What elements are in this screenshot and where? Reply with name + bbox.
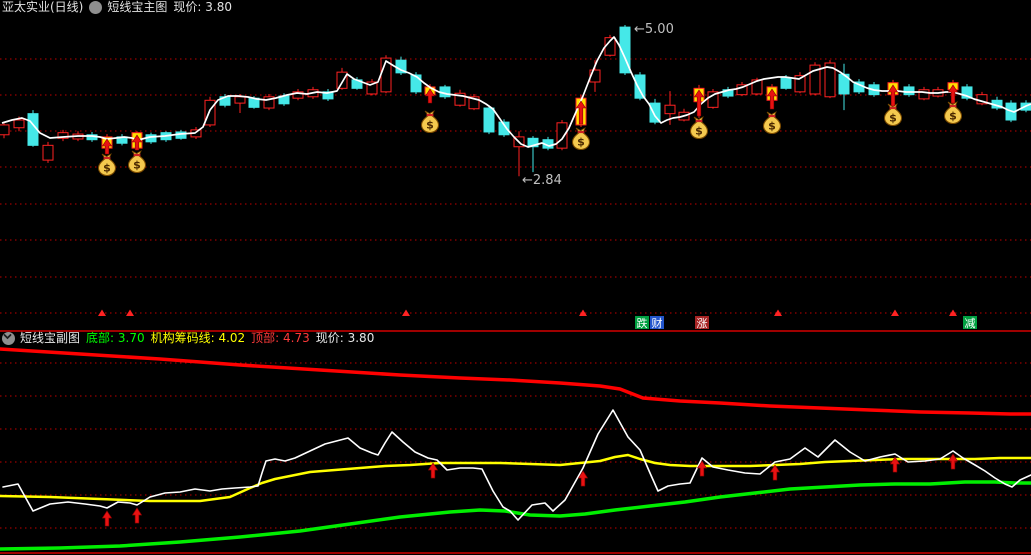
- event-tag-label: 财: [652, 316, 663, 330]
- event-triangle-marker: [949, 309, 957, 316]
- event-tag: [695, 316, 709, 329]
- candle-up: [794, 75, 806, 93]
- candle-up: [824, 62, 836, 98]
- money-bag-icon: $: [97, 153, 117, 176]
- chevron-down-icon[interactable]: [3, 1, 103, 14]
- sub-buy-signal-arrow-icon: [101, 510, 113, 527]
- candle-down: [780, 77, 792, 89]
- event-triangle-marker: [579, 309, 587, 316]
- candle-down: [961, 86, 973, 99]
- price-ma-line: [1, 36, 1031, 148]
- main-current-price: 现价: 3.80: [173, 0, 232, 14]
- event-tag: [635, 316, 649, 329]
- bottom-value: 底部: 3.70: [86, 331, 145, 345]
- sub-buy-signal-arrow-icon: [889, 456, 901, 473]
- sub-buy-signal-arrow-icon: [769, 464, 781, 481]
- candle-down: [634, 74, 646, 99]
- candle-up: [707, 91, 719, 108]
- chevron-down-icon[interactable]: [2, 332, 15, 345]
- buy-signal-arrow-icon: [887, 84, 899, 107]
- svg-text:$: $: [949, 110, 957, 123]
- buy-signal-arrow-icon: [575, 100, 587, 125]
- money-bag-icon: $: [689, 116, 709, 139]
- buy-signal-arrow-icon: [131, 134, 143, 151]
- buy-signal-arrow-icon: [693, 89, 705, 117]
- money-bag-icon: $: [762, 111, 782, 134]
- candle-down: [649, 102, 661, 123]
- candle-up: [751, 79, 763, 95]
- candle-up: [556, 122, 568, 149]
- money-bag-icon: $: [420, 110, 440, 133]
- event-triangle-marker: [402, 309, 410, 316]
- svg-text:$: $: [426, 119, 434, 132]
- sub-series-top_line: [0, 347, 1031, 416]
- candle-up: [13, 119, 25, 129]
- money-bag-icon: $: [127, 150, 147, 173]
- candle-up: [664, 104, 676, 115]
- candle-up: [809, 64, 821, 95]
- chip-line-value: 机构筹码线: 4.02: [150, 331, 246, 345]
- candle-down: [903, 86, 915, 96]
- svg-text:$: $: [695, 125, 703, 138]
- sub-buy-signal-arrow-icon: [947, 453, 959, 470]
- candle-up: [292, 91, 304, 99]
- main-indicator-title: 短线宝主图: [107, 0, 168, 14]
- svg-text:$: $: [103, 162, 111, 175]
- money-bag-icon: $: [943, 101, 963, 124]
- candle-up: [454, 92, 466, 106]
- sub-buy-signal-arrow-icon: [696, 460, 708, 477]
- event-triangle-marker: [891, 309, 899, 316]
- event-tag: [963, 316, 977, 329]
- candle-up: [57, 132, 69, 139]
- main-chart-header: 亚太实业(日线) 短线宝主图 现价: 3.80: [2, 0, 238, 15]
- event-tag-label: 减: [965, 317, 976, 330]
- candle-up: [736, 84, 748, 96]
- money-bag-icon: $: [883, 103, 903, 126]
- event-triangle-marker: [774, 309, 782, 316]
- buy-signal-arrow-icon: [947, 84, 959, 104]
- buy-signal-arrow-icon: [766, 88, 778, 110]
- candle-down: [498, 121, 510, 136]
- event-tag-label: 跌: [637, 316, 648, 330]
- money-bag-icon: $: [571, 127, 591, 150]
- svg-text:$: $: [768, 120, 776, 133]
- candle-down: [527, 137, 539, 148]
- sub-chart-header: 短线宝副图 底部: 3.70 机构筹码线: 4.02 顶部: 4.73 现价: …: [2, 331, 380, 346]
- buy-signal-arrow-icon: [424, 88, 436, 104]
- sub-current-price: 现价: 3.80: [315, 331, 375, 345]
- sub-buy-signal-arrow-icon: [577, 470, 589, 487]
- low-price-label: ←2.84: [522, 173, 562, 188]
- sub-series-bottom_line: [0, 480, 1031, 551]
- top-value: 顶部: 4.73: [251, 331, 310, 345]
- candle-up: [366, 81, 378, 95]
- candle-down: [322, 91, 334, 100]
- event-triangle-marker: [126, 309, 134, 316]
- sub-buy-signal-arrow-icon: [131, 507, 143, 524]
- sub-series-price_line: [2, 409, 1031, 521]
- svg-text:$: $: [577, 136, 585, 149]
- candle-up: [234, 96, 246, 104]
- candle-down: [410, 74, 422, 93]
- event-triangle-marker: [98, 309, 106, 316]
- high-price-label: ←5.00: [634, 22, 674, 37]
- candle-up: [0, 124, 10, 136]
- symbol-title: 亚太实业(日线): [2, 0, 84, 14]
- candle-up: [42, 144, 54, 161]
- candle-up: [204, 99, 216, 126]
- event-tag: [650, 316, 664, 329]
- sub-buy-signal-arrow-icon: [427, 462, 439, 479]
- candle-up: [263, 96, 275, 109]
- svg-text:$: $: [133, 159, 141, 172]
- candle-up: [468, 96, 480, 110]
- buy-signal-arrow-icon: [101, 138, 113, 155]
- candle-down: [483, 107, 495, 133]
- candle-up: [336, 71, 348, 89]
- sub-indicator-title: 短线宝副图: [20, 331, 81, 345]
- event-tag-label: 涨: [697, 317, 708, 330]
- candle-down: [619, 26, 631, 74]
- svg-text:$: $: [889, 112, 897, 125]
- candle-up: [918, 89, 930, 100]
